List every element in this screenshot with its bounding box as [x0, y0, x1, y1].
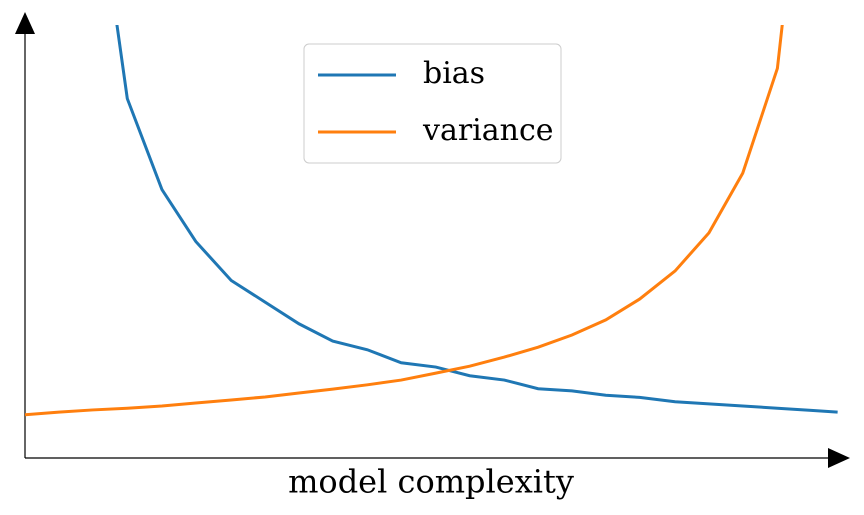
plot-area: [25, 25, 838, 417]
y-axis-arrow: [15, 12, 35, 34]
line: [115, 25, 838, 414]
legend-label: bias: [423, 56, 485, 91]
line: [25, 25, 784, 417]
legend: bias variance: [303, 43, 562, 164]
x-axis-label: model complexity: [288, 463, 574, 501]
x-axis-arrow: [828, 448, 850, 468]
legend-label: variance: [422, 113, 554, 148]
